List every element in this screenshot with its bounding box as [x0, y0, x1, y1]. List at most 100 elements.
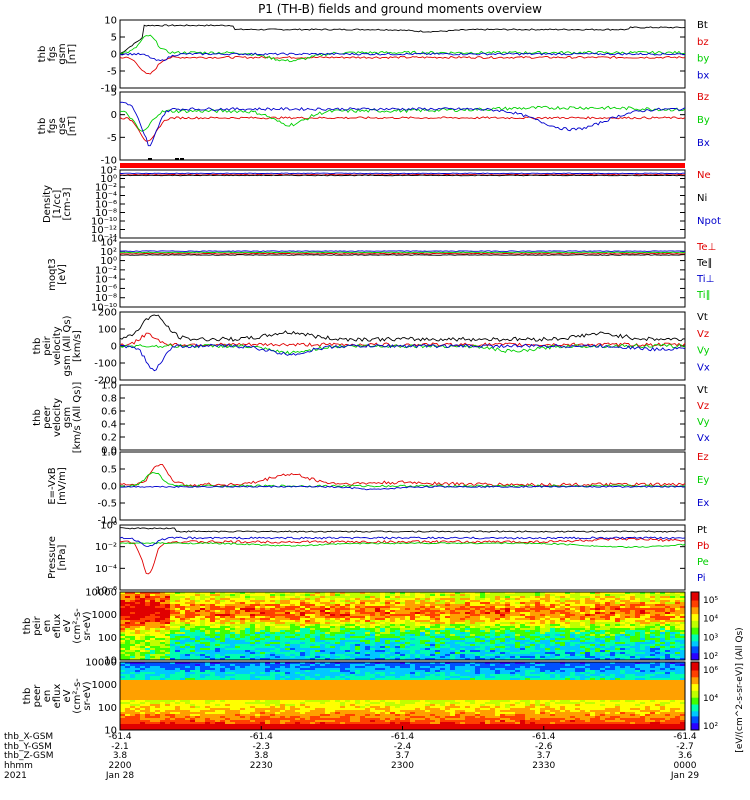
heatmap-cell	[165, 618, 171, 621]
heatmap-cell	[260, 600, 266, 603]
heatmap-cell	[220, 632, 226, 635]
y-axis-label: gsm	[57, 43, 68, 64]
heatmap-cell	[310, 616, 316, 619]
heatmap-cell	[605, 606, 611, 609]
heatmap-cell	[655, 616, 661, 619]
heatmap-cell	[565, 656, 571, 659]
heatmap-cell	[440, 652, 446, 655]
heatmap-cell	[280, 650, 286, 653]
heatmap-cell	[175, 598, 181, 601]
heatmap-cell	[205, 678, 211, 681]
heatmap-cell	[410, 592, 416, 595]
heatmap-cell	[275, 626, 281, 629]
heatmap-cell	[345, 648, 351, 651]
heatmap-cell	[345, 636, 351, 639]
heatmap-cell	[170, 678, 176, 681]
heatmap-cell	[385, 644, 391, 647]
heatmap-cell	[625, 630, 631, 633]
heatmap-cell	[215, 694, 221, 697]
heatmap-cell	[180, 696, 186, 699]
series-line	[119, 52, 686, 62]
heatmap-cell	[170, 718, 176, 721]
heatmap-cell	[430, 634, 436, 637]
heatmap-cell	[415, 630, 421, 633]
heatmap-cell	[225, 702, 231, 705]
heatmap-cell	[480, 612, 486, 615]
heatmap-cell	[205, 636, 211, 639]
heatmap-cell	[155, 684, 161, 687]
series-line	[119, 116, 686, 142]
heatmap-cell	[120, 720, 126, 723]
heatmap-cell	[485, 646, 491, 649]
heatmap-cell	[130, 704, 136, 707]
heatmap-cell	[615, 646, 621, 649]
heatmap-cell	[530, 594, 536, 597]
heatmap-cell	[470, 602, 476, 605]
heatmap-cell	[425, 598, 431, 601]
heatmap-cell	[335, 614, 341, 617]
heatmap-cell	[525, 594, 531, 597]
heatmap-cell	[235, 680, 241, 683]
heatmap-cell	[350, 610, 356, 613]
heatmap-cell	[295, 630, 301, 633]
heatmap-cell	[225, 682, 231, 685]
heatmap-cell	[140, 644, 146, 647]
heatmap-cell	[445, 596, 451, 599]
heatmap-cell	[505, 602, 511, 605]
heatmap-cell	[435, 612, 441, 615]
heatmap-cell	[180, 706, 186, 709]
heatmap-cell	[535, 652, 541, 655]
heatmap-cell	[585, 610, 591, 613]
heatmap-cell	[355, 646, 361, 649]
heatmap-cell	[365, 634, 371, 637]
heatmap-cell	[145, 654, 151, 657]
heatmap-cell	[475, 592, 481, 595]
series-line	[119, 542, 686, 549]
heatmap-cell	[330, 646, 336, 649]
heatmap-cell	[190, 604, 196, 607]
heatmap-cell	[595, 640, 601, 643]
heatmap-cell	[495, 636, 501, 639]
heatmap-cell	[380, 624, 386, 627]
heatmap-cell	[655, 596, 661, 599]
heatmap-cell	[225, 622, 231, 625]
heatmap-cell	[175, 696, 181, 699]
heatmap-cell	[460, 598, 466, 601]
heatmap-cell	[590, 592, 596, 595]
heatmap-cell	[140, 720, 146, 723]
heatmap-cell	[580, 604, 586, 607]
heatmap-cell	[605, 644, 611, 647]
heatmap-cell	[465, 646, 471, 649]
heatmap-cell	[640, 616, 646, 619]
heatmap-cell	[340, 622, 346, 625]
heatmap-cell	[180, 600, 186, 603]
heatmap-cell	[655, 620, 661, 623]
heatmap-cell	[450, 626, 456, 629]
heatmap-cell	[600, 654, 606, 657]
heatmap-cell	[330, 630, 336, 633]
heatmap-cell	[365, 618, 371, 621]
heatmap-cell	[185, 620, 191, 623]
heatmap-cell	[135, 694, 141, 697]
heatmap-cell	[230, 722, 236, 725]
heatmap-cell	[665, 640, 671, 643]
legend-item: Vz	[697, 329, 709, 340]
heatmap-cell	[465, 652, 471, 655]
heatmap-cell	[205, 682, 211, 685]
heatmap-cell	[600, 626, 606, 629]
heatmap-cell	[265, 648, 271, 651]
heatmap-cell	[340, 594, 346, 597]
heatmap-cell	[240, 716, 246, 719]
heatmap-cell	[270, 622, 276, 625]
heatmap-cell	[660, 612, 666, 615]
heatmap-cell	[285, 638, 291, 641]
heatmap-cell	[430, 648, 436, 651]
heatmap-cell	[450, 630, 456, 633]
heatmap-cell	[660, 628, 666, 631]
heatmap-cell	[550, 596, 556, 599]
heatmap-cell	[195, 614, 201, 617]
heatmap-cell	[375, 592, 381, 595]
heatmap-cell	[245, 710, 251, 713]
heatmap-cell	[225, 632, 231, 635]
heatmap-cell	[125, 650, 131, 653]
